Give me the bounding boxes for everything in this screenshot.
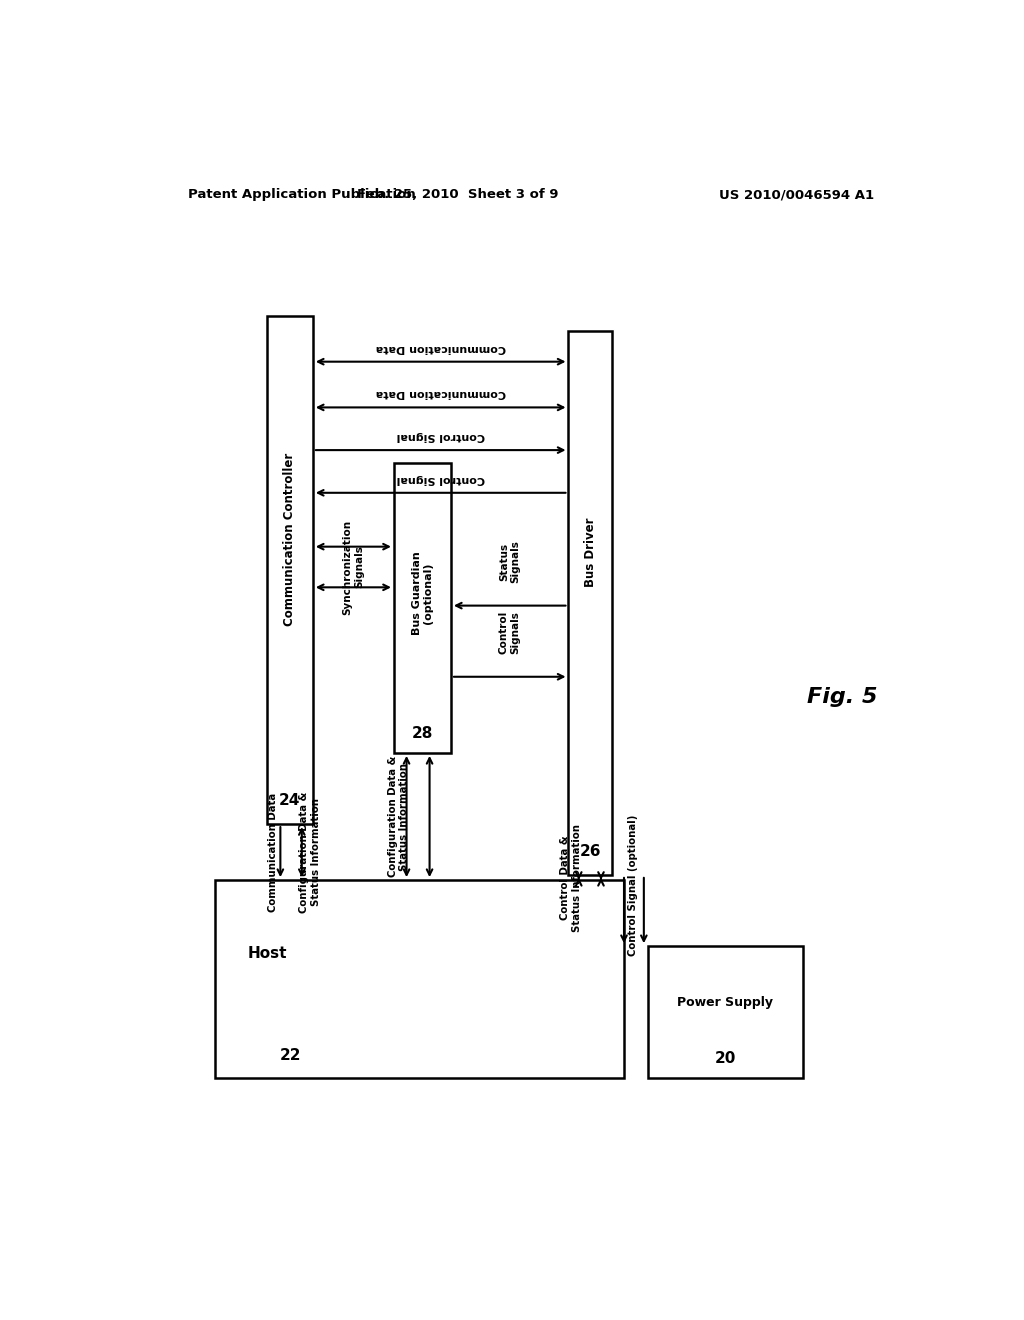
Text: Communication Controller: Communication Controller bbox=[284, 453, 296, 626]
Text: Control Signal: Control Signal bbox=[396, 430, 485, 441]
Text: Synchronization
Signals: Synchronization Signals bbox=[343, 520, 365, 615]
Text: Bus Driver: Bus Driver bbox=[584, 517, 597, 587]
Text: Power Supply: Power Supply bbox=[677, 995, 773, 1008]
Bar bbox=[648, 946, 803, 1078]
Text: Communication Data: Communication Data bbox=[376, 388, 506, 399]
Text: Communication Data: Communication Data bbox=[268, 792, 279, 912]
Text: Bus Guardian
(optional): Bus Guardian (optional) bbox=[412, 550, 433, 635]
Text: 28: 28 bbox=[412, 726, 433, 741]
Text: Control Signal (optional): Control Signal (optional) bbox=[628, 814, 638, 956]
Text: 20: 20 bbox=[715, 1051, 736, 1067]
Text: Control Data &
Status Information: Control Data & Status Information bbox=[560, 824, 582, 932]
Text: 26: 26 bbox=[580, 843, 601, 859]
Text: Communication Data: Communication Data bbox=[376, 342, 506, 352]
Text: US 2010/0046594 A1: US 2010/0046594 A1 bbox=[719, 189, 874, 202]
Text: Patent Application Publication: Patent Application Publication bbox=[187, 189, 416, 202]
Text: Control
Signals: Control Signals bbox=[499, 611, 520, 655]
Text: Control Signal: Control Signal bbox=[396, 474, 485, 483]
Text: Feb. 25, 2010  Sheet 3 of 9: Feb. 25, 2010 Sheet 3 of 9 bbox=[356, 189, 558, 202]
Bar bbox=[215, 880, 624, 1078]
Text: Host: Host bbox=[247, 946, 287, 961]
Text: 24: 24 bbox=[280, 793, 301, 808]
Bar bbox=[267, 315, 313, 824]
Text: Fig. 5: Fig. 5 bbox=[807, 688, 877, 708]
Text: 22: 22 bbox=[280, 1048, 301, 1063]
Text: Configuration Data &
Status Information: Configuration Data & Status Information bbox=[388, 756, 410, 878]
Text: Configuration Data &
Status Information: Configuration Data & Status Information bbox=[299, 792, 321, 913]
Bar bbox=[394, 463, 451, 752]
Text: Status
Signals: Status Signals bbox=[499, 540, 520, 583]
Bar bbox=[568, 331, 612, 875]
